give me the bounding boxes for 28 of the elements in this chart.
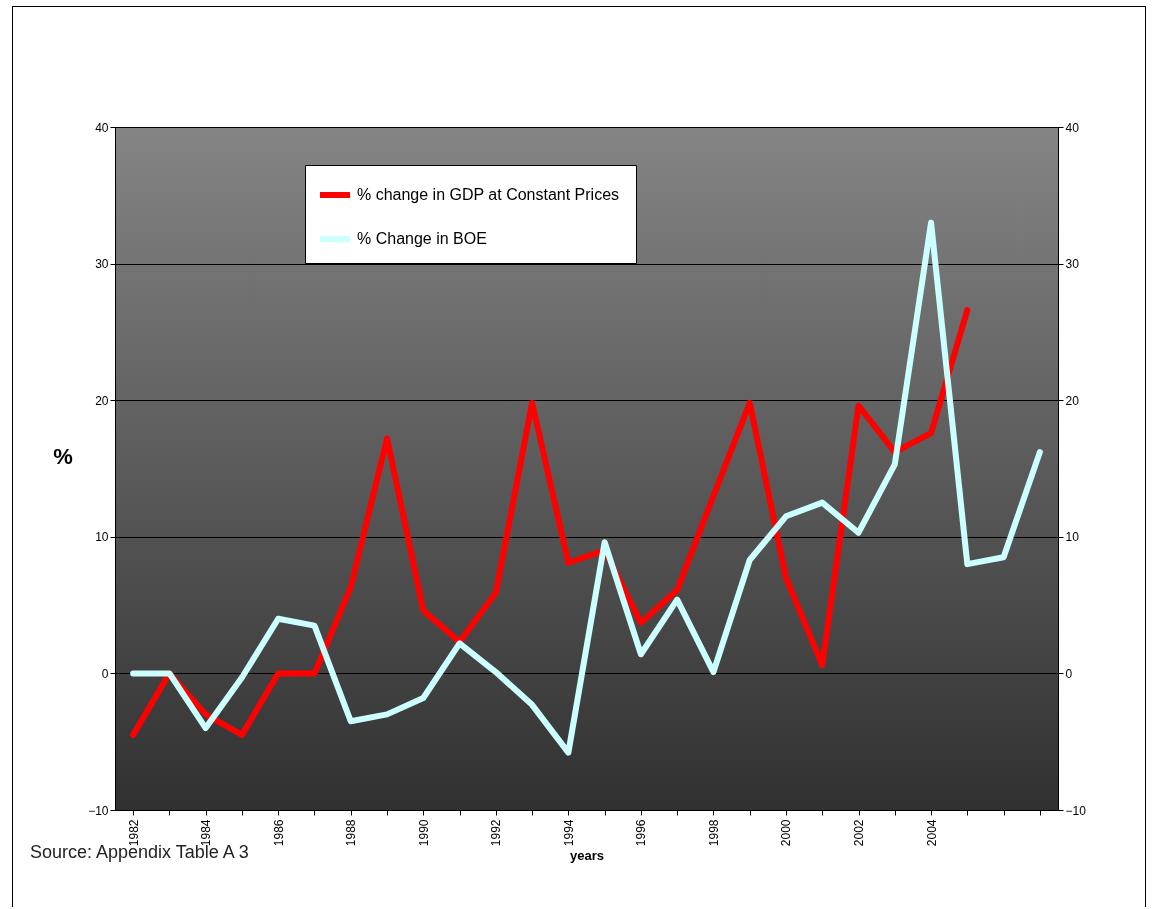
y2-tick-label: 0 <box>1065 666 1073 681</box>
x-tick-label: 1996 <box>634 819 649 847</box>
y-tick-label: 40 <box>95 120 109 135</box>
x-axis-title: years <box>570 848 604 864</box>
y2-tick-label: 30 <box>1065 257 1080 272</box>
x-tick-label: 1986 <box>271 819 286 847</box>
y2-tick-label: −10 <box>1065 803 1087 818</box>
x-tick-label: 1998 <box>706 819 721 847</box>
x-tick-label: 1992 <box>489 819 504 847</box>
y-tick-label: 20 <box>95 393 109 408</box>
y2-tick-label: 20 <box>1065 393 1080 408</box>
y-axis-title: % <box>53 444 73 469</box>
x-tick-label: 2004 <box>924 819 939 847</box>
x-tick-label: 1984 <box>199 819 214 847</box>
x-tick-label: 1988 <box>344 819 359 847</box>
y2-tick-label: 40 <box>1065 120 1080 135</box>
x-tick-label: 1994 <box>561 819 576 847</box>
legend-label: % Change in BOE <box>357 230 487 247</box>
x-tick-label: 2002 <box>852 819 867 847</box>
y-tick-label: 10 <box>95 530 109 545</box>
x-tick-label: 1990 <box>416 819 431 847</box>
legend-label: % change in GDP at Constant Prices <box>357 186 620 203</box>
y-tick-label: 30 <box>95 257 109 272</box>
y-tick-label: 0 <box>101 666 109 681</box>
y2-tick-label: 10 <box>1065 530 1080 545</box>
x-tick-label: 1982 <box>126 819 141 847</box>
x-tick-label: 2000 <box>779 819 794 847</box>
y-tick-label: −10 <box>88 803 109 818</box>
